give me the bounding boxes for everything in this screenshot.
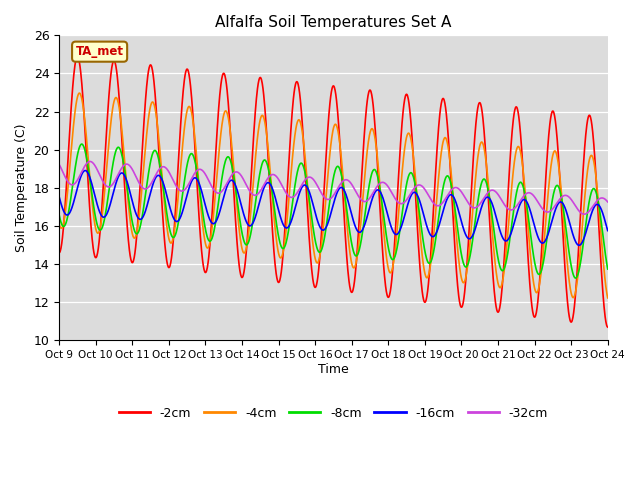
Line: -32cm: -32cm [59,161,608,214]
Title: Alfalfa Soil Temperatures Set A: Alfalfa Soil Temperatures Set A [215,15,452,30]
-8cm [120,165,128,171]
Y-axis label: Soil Temperature (C): Soil Temperature (C) [15,124,28,252]
-32cm [289,194,296,200]
-16cm [300,182,307,188]
-32cm [300,179,307,185]
-2cm [74,54,81,60]
-8cm [55,212,63,217]
-32cm [55,161,63,167]
-4cm [55,221,63,227]
Text: TA_met: TA_met [76,45,124,58]
-2cm [98,204,106,209]
-4cm [76,90,83,96]
-16cm [310,204,317,209]
X-axis label: Time: Time [318,363,349,376]
-4cm [98,214,106,219]
Line: -4cm: -4cm [59,93,608,298]
-2cm [289,108,296,114]
-2cm [368,92,376,97]
-4cm [604,295,612,301]
-2cm [300,141,307,146]
-8cm [604,266,612,272]
-8cm [368,171,376,177]
-32cm [120,162,128,168]
-2cm [604,324,612,330]
-8cm [289,202,296,207]
-4cm [368,126,376,132]
-32cm [368,192,376,198]
-2cm [55,250,63,255]
-16cm [120,172,128,178]
Line: -16cm: -16cm [59,170,608,245]
-4cm [120,154,128,160]
-8cm [300,164,307,170]
-16cm [98,213,106,219]
-8cm [78,141,86,147]
-16cm [289,216,296,221]
-16cm [55,194,63,200]
Line: -2cm: -2cm [59,57,608,327]
-2cm [310,280,317,286]
Line: -8cm: -8cm [59,144,608,278]
-16cm [81,168,89,173]
-2cm [120,178,128,184]
-32cm [604,199,612,205]
-8cm [310,228,317,233]
-16cm [604,228,612,233]
-4cm [310,246,317,252]
-8cm [98,225,106,231]
-16cm [575,242,583,248]
-16cm [368,198,376,204]
-32cm [310,177,317,182]
-32cm [86,158,93,164]
-4cm [300,139,307,145]
-32cm [98,177,106,182]
-4cm [289,157,296,163]
-8cm [572,275,579,281]
-32cm [580,211,588,217]
Legend: -2cm, -4cm, -8cm, -16cm, -32cm: -2cm, -4cm, -8cm, -16cm, -32cm [114,402,553,425]
